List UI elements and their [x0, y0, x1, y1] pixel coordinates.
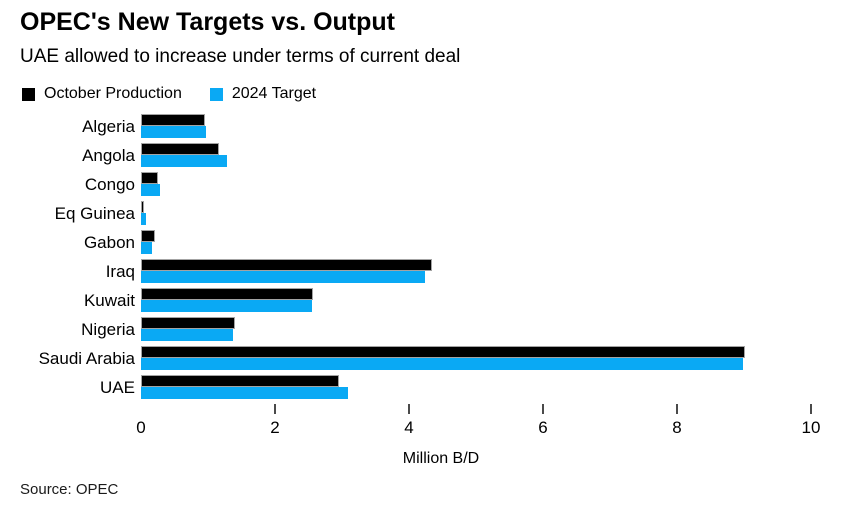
- chart-title: OPEC's New Targets vs. Output: [20, 8, 395, 36]
- bar-2024-target: [141, 387, 349, 399]
- bar-2024-target: [141, 271, 426, 283]
- axis-tick-label: 4: [404, 418, 414, 437]
- bar-2024-target: [141, 213, 146, 225]
- chart-subtitle: UAE allowed to increase under terms of c…: [20, 46, 461, 67]
- bar-row: Angola: [0, 143, 845, 172]
- bar-row: Kuwait: [0, 288, 845, 317]
- bar-row: Algeria: [0, 114, 845, 143]
- bar-row: UAE: [0, 375, 845, 404]
- axis-tick-mark: [408, 404, 410, 414]
- bar-2024-target: [141, 329, 234, 341]
- category-label: Nigeria: [81, 320, 135, 339]
- bar-row: Iraq: [0, 259, 845, 288]
- bar-group: [141, 375, 811, 399]
- bar-group: [141, 346, 811, 370]
- bar-october-production: [141, 201, 145, 213]
- bar-group: [141, 288, 811, 312]
- bar-2024-target: [141, 184, 160, 196]
- x-axis: 0 2 4 6 8 10: [136, 404, 820, 444]
- category-label: Congo: [84, 175, 135, 194]
- bar-october-production: [141, 143, 219, 155]
- bar-october-production: [141, 114, 206, 126]
- axis-tick-label: 0: [136, 418, 146, 437]
- bar-october-production: [141, 375, 339, 387]
- category-label: Eq Guinea: [54, 204, 135, 223]
- source-note: Source: OPEC: [20, 481, 119, 498]
- x-axis-title: Million B/D: [402, 450, 480, 467]
- legend: October Production 2024 Target: [22, 85, 316, 103]
- legend-item-2024-target: 2024 Target: [209, 85, 317, 103]
- category-label: Angola: [82, 146, 135, 165]
- category-label: Iraq: [105, 262, 135, 281]
- bar-2024-target: [141, 126, 206, 138]
- bar-row: Eq Guinea: [0, 201, 845, 230]
- axis-tick-mark: [676, 404, 678, 414]
- axis-tick-mark: [274, 404, 276, 414]
- bar-group: [141, 172, 811, 196]
- legend-label-2024-target: 2024 Target: [231, 85, 317, 102]
- bar-2024-target: [141, 300, 312, 312]
- bar-group: [141, 259, 811, 283]
- bar-october-production: [141, 317, 236, 329]
- axis-tick-mark: [810, 404, 812, 414]
- axis-tick-mark: [542, 404, 544, 414]
- bar-group: [141, 114, 811, 138]
- axis-tick-label: 6: [538, 418, 548, 437]
- legend-swatch-october-production: [22, 87, 35, 101]
- bar-2024-target: [141, 155, 227, 167]
- bar-group: [141, 230, 811, 254]
- bar-group: [141, 143, 811, 167]
- axis-tick-label: 8: [672, 418, 682, 437]
- bar-october-production: [141, 346, 745, 358]
- category-label: UAE: [100, 378, 135, 397]
- bar-row: Nigeria: [0, 317, 845, 346]
- legend-swatch-2024-target: [209, 87, 223, 101]
- axis-tick-label: 10: [801, 418, 821, 437]
- category-label: Algeria: [82, 117, 135, 136]
- bar-row: Congo: [0, 172, 845, 201]
- bar-october-production: [141, 230, 156, 242]
- bar-row: Saudi Arabia: [0, 346, 845, 375]
- axis-tick-label: 2: [270, 418, 280, 437]
- bar-plot-area: Algeria Angola Congo Eq Guinea Gabon Iraq Kuwa…: [0, 114, 845, 404]
- bar-row: Gabon: [0, 230, 845, 259]
- bar-october-production: [141, 288, 313, 300]
- legend-item-october-production: October Production: [22, 85, 182, 103]
- bar-group: [141, 317, 811, 341]
- bar-group: [141, 201, 811, 225]
- legend-label-october-production: October Production: [44, 85, 182, 102]
- category-label: Kuwait: [83, 291, 135, 310]
- bar-2024-target: [141, 242, 152, 254]
- category-label: Gabon: [83, 233, 135, 252]
- bar-october-production: [141, 172, 159, 184]
- category-label: Saudi Arabia: [38, 349, 135, 368]
- bar-october-production: [141, 259, 433, 271]
- bar-2024-target: [141, 358, 743, 370]
